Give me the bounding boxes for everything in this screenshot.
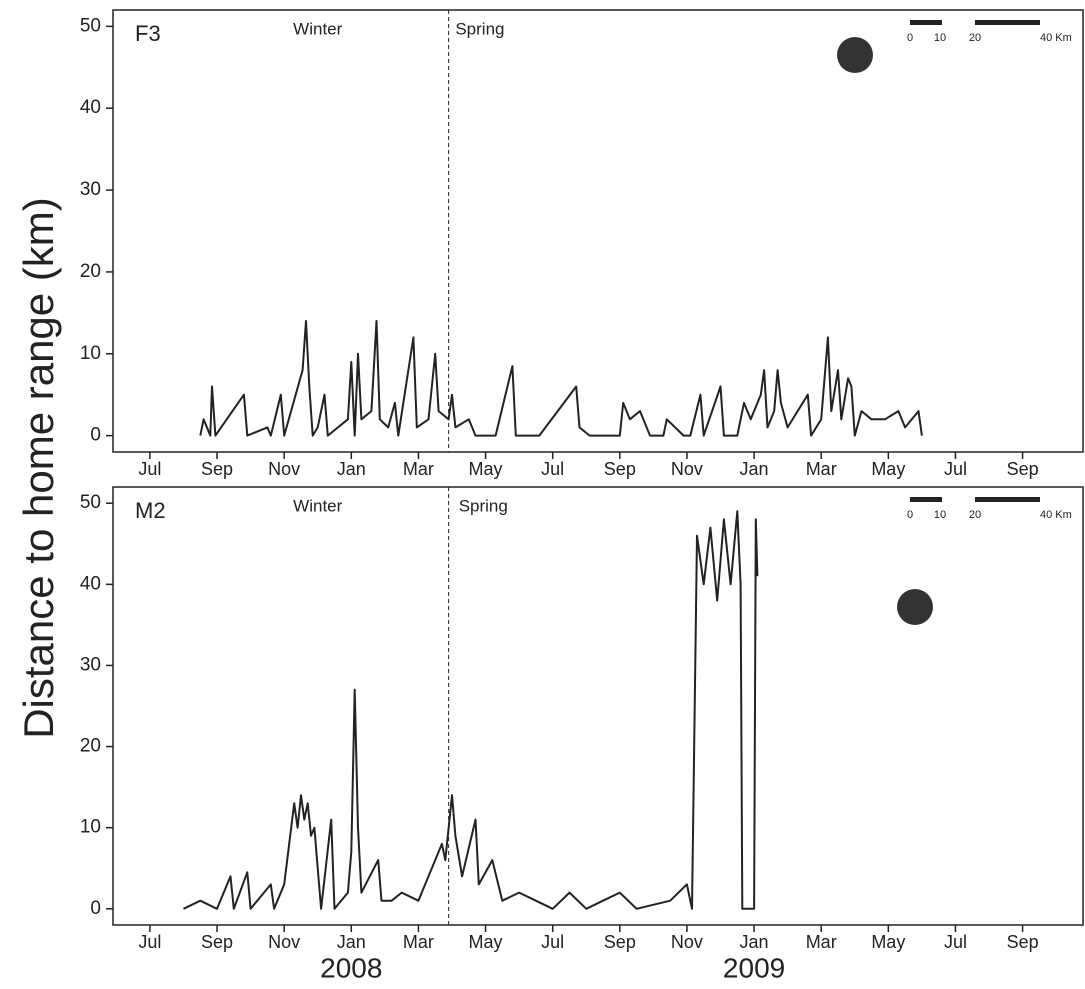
panel-label: M2 <box>135 498 166 523</box>
x-tick-label: Sep <box>201 932 233 952</box>
scale-bar <box>910 20 942 25</box>
x-tick-label: Jul <box>944 459 967 479</box>
scale-label: 10 <box>934 32 946 44</box>
x-tick-label: Sep <box>201 459 233 479</box>
scale-label: 10 <box>934 509 946 521</box>
x-tick-label: May <box>871 932 905 952</box>
inset-map <box>897 589 933 625</box>
x-tick-label: Jan <box>337 459 366 479</box>
year-label: 2009 <box>723 952 785 983</box>
y-tick-label: 10 <box>80 817 101 838</box>
plot-frame <box>112 9 1084 453</box>
x-tick-label: Nov <box>671 932 703 952</box>
scale-label: 0 <box>907 32 913 44</box>
x-tick-label: Jul <box>138 459 161 479</box>
x-tick-label: Jan <box>337 932 366 952</box>
x-tick-label: Nov <box>268 932 300 952</box>
year-label: 2008 <box>320 952 382 983</box>
y-tick-label: 30 <box>80 654 101 675</box>
y-tick-label: 40 <box>80 573 101 594</box>
scale-bar <box>910 497 942 502</box>
x-tick-label: Jul <box>138 932 161 952</box>
data-line <box>183 510 759 910</box>
scale-label: 40 Km <box>1040 32 1072 44</box>
x-tick-label: May <box>469 459 503 479</box>
data-line <box>199 320 923 437</box>
scale-bar <box>975 497 1040 502</box>
y-tick-label: 50 <box>80 492 101 513</box>
x-tick-label: Sep <box>1007 459 1039 479</box>
season-label: Winter <box>293 496 342 515</box>
x-tick-label: Mar <box>403 459 434 479</box>
scale-label: 20 <box>969 509 981 521</box>
plot-frame <box>112 486 1084 926</box>
scale-label: 20 <box>969 32 981 44</box>
scale-bar <box>975 20 1040 25</box>
inset-map <box>837 37 873 73</box>
x-tick-label: Sep <box>604 459 636 479</box>
scale-label: 0 <box>907 509 913 521</box>
x-tick-label: Mar <box>403 932 434 952</box>
x-tick-label: Sep <box>1007 932 1039 952</box>
x-tick-label: Jul <box>541 932 564 952</box>
y-tick-label: 20 <box>80 261 101 282</box>
y-tick-label: 50 <box>80 15 101 36</box>
y-axis-label: Distance to home range (km) <box>15 197 62 739</box>
y-tick-label: 0 <box>90 898 101 919</box>
x-tick-label: Nov <box>671 459 703 479</box>
x-tick-label: Mar <box>806 932 837 952</box>
x-tick-label: May <box>469 932 503 952</box>
y-tick-label: 30 <box>80 179 101 200</box>
y-tick-label: 0 <box>90 425 101 446</box>
x-tick-label: Jul <box>944 932 967 952</box>
y-tick-label: 40 <box>80 97 101 118</box>
x-tick-label: Sep <box>604 932 636 952</box>
season-label: Spring <box>459 496 508 515</box>
panel-label: F3 <box>135 21 161 46</box>
x-tick-label: Jul <box>541 459 564 479</box>
x-tick-label: Nov <box>268 459 300 479</box>
y-tick-label: 10 <box>80 343 101 364</box>
x-tick-label: Mar <box>806 459 837 479</box>
x-tick-label: May <box>871 459 905 479</box>
x-tick-label: Jan <box>740 459 769 479</box>
x-tick-label: Jan <box>740 932 769 952</box>
y-tick-label: 20 <box>80 736 101 757</box>
scale-label: 40 Km <box>1040 509 1072 521</box>
season-label: Spring <box>455 19 504 38</box>
season-label: Winter <box>293 19 342 38</box>
